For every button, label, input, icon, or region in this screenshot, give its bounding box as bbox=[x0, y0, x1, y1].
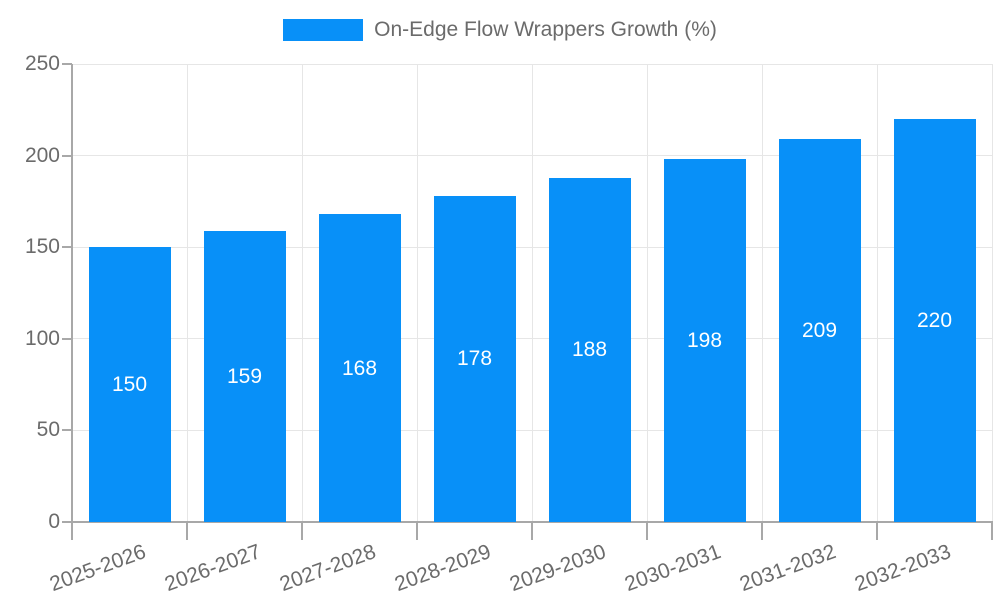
grid-line-vertical bbox=[876, 64, 878, 522]
x-axis-label: 2025-2026 bbox=[46, 540, 150, 597]
bar[interactable]: 150 bbox=[88, 247, 171, 522]
bar[interactable]: 198 bbox=[663, 159, 746, 522]
bar-value-label: 178 bbox=[456, 347, 493, 371]
x-axis-label: 2028-2029 bbox=[391, 540, 495, 597]
bar[interactable]: 209 bbox=[778, 139, 861, 522]
bar-value-label: 159 bbox=[226, 364, 263, 388]
grid-line-vertical bbox=[301, 64, 303, 522]
bar[interactable]: 168 bbox=[318, 214, 401, 522]
x-axis-tick bbox=[991, 522, 993, 540]
grid-line-vertical bbox=[991, 64, 993, 522]
x-axis-label: 2032-2033 bbox=[851, 540, 955, 597]
grid-line-vertical bbox=[761, 64, 763, 522]
legend-swatch-icon bbox=[283, 19, 364, 41]
y-axis-tick bbox=[62, 154, 72, 157]
x-axis-tick bbox=[761, 522, 763, 540]
x-axis-tick bbox=[531, 522, 533, 540]
x-axis-label: 2026-2027 bbox=[161, 540, 265, 597]
x-axis-label: 2031-2032 bbox=[736, 540, 840, 597]
bar[interactable]: 220 bbox=[893, 118, 976, 522]
x-axis-label: 2027-2028 bbox=[276, 540, 380, 597]
y-axis-tick bbox=[62, 246, 72, 249]
legend-label: On-Edge Flow Wrappers Growth (%) bbox=[374, 18, 717, 41]
y-axis-label: 250 bbox=[24, 52, 60, 75]
y-axis-label: 50 bbox=[36, 418, 60, 442]
x-axis-label: 2029-2030 bbox=[506, 540, 610, 597]
y-axis-label: 0 bbox=[48, 510, 60, 533]
x-axis-label: 2030-2031 bbox=[621, 540, 725, 597]
legend: On-Edge Flow Wrappers Growth (%) bbox=[0, 18, 1000, 42]
y-axis-tick bbox=[62, 429, 72, 432]
y-axis-line bbox=[71, 64, 73, 522]
bar-value-label: 220 bbox=[916, 308, 953, 332]
x-axis-tick bbox=[876, 522, 878, 540]
grid-line-vertical bbox=[531, 64, 533, 522]
y-axis-label: 200 bbox=[24, 143, 60, 167]
y-axis-tick bbox=[62, 63, 72, 65]
bar-value-label: 168 bbox=[341, 356, 378, 380]
y-axis-label: 100 bbox=[24, 326, 60, 350]
x-axis-tick bbox=[646, 522, 648, 540]
y-axis-tick bbox=[62, 521, 72, 523]
x-axis-tick bbox=[186, 522, 188, 540]
bar[interactable]: 159 bbox=[203, 230, 286, 522]
x-axis-tick bbox=[301, 522, 303, 540]
grid-line-vertical bbox=[416, 64, 418, 522]
grid-line-vertical bbox=[646, 64, 648, 522]
bar[interactable]: 178 bbox=[433, 195, 516, 522]
y-axis-tick bbox=[62, 337, 72, 340]
bar-value-label: 198 bbox=[686, 329, 723, 353]
x-axis-line bbox=[71, 521, 993, 523]
x-axis-tick bbox=[416, 522, 418, 540]
bar-value-label: 209 bbox=[801, 319, 838, 343]
bar-value-label: 188 bbox=[571, 338, 608, 362]
y-axis-label: 150 bbox=[24, 235, 60, 259]
x-axis-tick bbox=[71, 522, 73, 540]
bar-value-label: 150 bbox=[111, 373, 148, 397]
legend-item[interactable]: On-Edge Flow Wrappers Growth (%) bbox=[283, 18, 717, 42]
bar[interactable]: 188 bbox=[548, 177, 631, 522]
grid-line-vertical bbox=[186, 64, 188, 522]
